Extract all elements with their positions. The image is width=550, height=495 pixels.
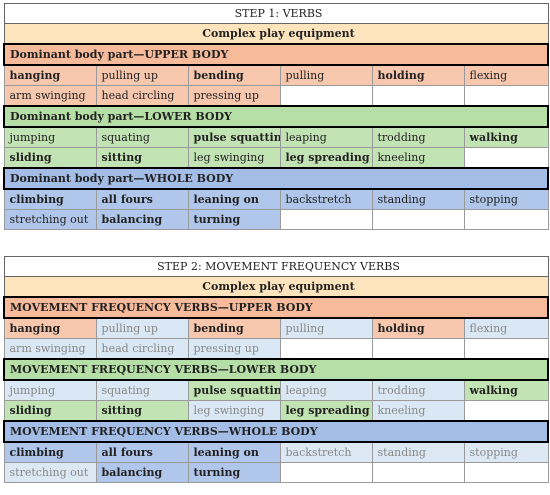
table-row: sliding sitting leg swinging leg spreadi… — [3, 147, 549, 169]
verb-cell: stretching out — [3, 462, 97, 483]
verb-cell: pressing up — [187, 85, 281, 107]
step1-upper-body-header: Dominant body part—UPPER BODY — [2, 43, 550, 66]
table-row: sliding sitting leg swinging leg spreadi… — [3, 400, 549, 422]
verb-cell: flexing — [463, 64, 549, 86]
verb-cell: arm swinging — [3, 338, 97, 360]
step2-upper-body-header: MOVEMENT FREQUENCY VERBS—UPPER BODY — [2, 296, 550, 319]
verb-cell: stopping — [463, 188, 549, 210]
verb-cell: climbing — [3, 188, 97, 210]
empty-cell — [371, 209, 465, 230]
verb-cell: pulse squatting — [187, 379, 281, 401]
verb-cell: leg swinging — [187, 400, 281, 422]
verb-cell: leg swinging — [187, 147, 281, 169]
step1-title: STEP 1: VERBS — [3, 3, 549, 24]
table-row: climbing all fours leaning on backstretc… — [3, 188, 549, 210]
step2-equipment-label: Complex play equipment — [3, 276, 549, 298]
step1-lower-body-header: Dominant body part—LOWER BODY — [2, 105, 550, 128]
verb-cell: sliding — [3, 400, 97, 422]
verb-cell: holding — [371, 64, 465, 86]
verb-cell: all fours — [95, 441, 189, 463]
verb-cell: squating — [95, 379, 189, 401]
verb-cell: stopping — [463, 441, 549, 463]
verb-cell: kneeling — [371, 400, 465, 422]
table-row: arm swinging head circling pressing up — [3, 338, 549, 360]
verb-cell: standing — [371, 441, 465, 463]
verb-cell: head circling — [95, 338, 189, 360]
verb-cell: walking — [463, 379, 549, 401]
verb-cell: balancing — [95, 209, 189, 230]
verb-cell: leaping — [279, 126, 373, 148]
verb-cell: squating — [95, 126, 189, 148]
verb-cell: leaning on — [187, 188, 281, 210]
verb-cell: leaning on — [187, 441, 281, 463]
empty-cell — [463, 147, 549, 169]
table-row: arm swinging head circling pressing up — [3, 85, 549, 107]
step1-table: STEP 1: VERBS Complex play equipment Dom… — [2, 3, 550, 230]
table-row: jumping squating pulse squatting leaping… — [3, 126, 549, 148]
empty-cell — [463, 338, 549, 360]
step1-whole-body-header: Dominant body part—WHOLE BODY — [2, 167, 550, 190]
empty-cell — [463, 462, 549, 483]
step2-title: STEP 2: MOVEMENT FREQUENCY VERBS — [3, 256, 549, 277]
empty-cell — [371, 462, 465, 483]
verb-cell: flexing — [463, 317, 549, 339]
verb-cell: hanging — [3, 317, 97, 339]
verb-cell: leg spreading — [279, 147, 373, 169]
step2-lower-body-header: MOVEMENT FREQUENCY VERBS—LOWER BODY — [2, 358, 550, 381]
verb-cell: pulling — [279, 317, 373, 339]
step2-table: STEP 2: MOVEMENT FREQUENCY VERBS Complex… — [2, 256, 550, 483]
verb-cell: jumping — [3, 126, 97, 148]
verb-cell: head circling — [95, 85, 189, 107]
verb-cell: pulling — [279, 64, 373, 86]
verb-cell: trodding — [371, 126, 465, 148]
verb-cell: jumping — [3, 379, 97, 401]
verb-cell: turning — [187, 462, 281, 483]
verb-cell: leaping — [279, 379, 373, 401]
verb-cell: bending — [187, 64, 281, 86]
verb-cell: walking — [463, 126, 549, 148]
empty-cell — [279, 209, 373, 230]
verb-cell: sitting — [95, 147, 189, 169]
table-row: hanging pulling up bending pulling holdi… — [3, 64, 549, 86]
empty-cell — [371, 85, 465, 107]
table-row: climbing all fours leaning on backstretc… — [3, 441, 549, 463]
empty-cell — [279, 338, 373, 360]
verb-cell: pulse squatting — [187, 126, 281, 148]
verb-cell: balancing — [95, 462, 189, 483]
step2-whole-body-header: MOVEMENT FREQUENCY VERBS—WHOLE BODY — [2, 420, 550, 443]
verb-cell: kneeling — [371, 147, 465, 169]
verb-cell: pulling up — [95, 64, 189, 86]
table-row: hanging pulling up bending pulling holdi… — [3, 317, 549, 339]
empty-cell — [279, 85, 373, 107]
verb-cell: backstretch — [279, 188, 373, 210]
verb-cell: stretching out — [3, 209, 97, 230]
table-row: stretching out balancing turning — [3, 209, 549, 230]
empty-cell — [279, 462, 373, 483]
table-row: jumping squating pulse squatting leaping… — [3, 379, 549, 401]
verb-cell: holding — [371, 317, 465, 339]
empty-cell — [371, 338, 465, 360]
verb-cell: bending — [187, 317, 281, 339]
verb-cell: pressing up — [187, 338, 281, 360]
verb-cell: hanging — [3, 64, 97, 86]
verb-cell: standing — [371, 188, 465, 210]
verb-cell: backstretch — [279, 441, 373, 463]
step1-equipment-label: Complex play equipment — [3, 23, 549, 45]
verb-cell: leg spreading — [279, 400, 373, 422]
empty-cell — [463, 85, 549, 107]
verb-cell: climbing — [3, 441, 97, 463]
empty-cell — [463, 209, 549, 230]
verb-cell: sliding — [3, 147, 97, 169]
verb-cell: arm swinging — [3, 85, 97, 107]
table-row: stretching out balancing turning — [3, 462, 549, 483]
empty-cell — [463, 400, 549, 422]
verb-cell: sitting — [95, 400, 189, 422]
verb-cell: all fours — [95, 188, 189, 210]
verb-cell: trodding — [371, 379, 465, 401]
verb-cell: pulling up — [95, 317, 189, 339]
verb-cell: turning — [187, 209, 281, 230]
